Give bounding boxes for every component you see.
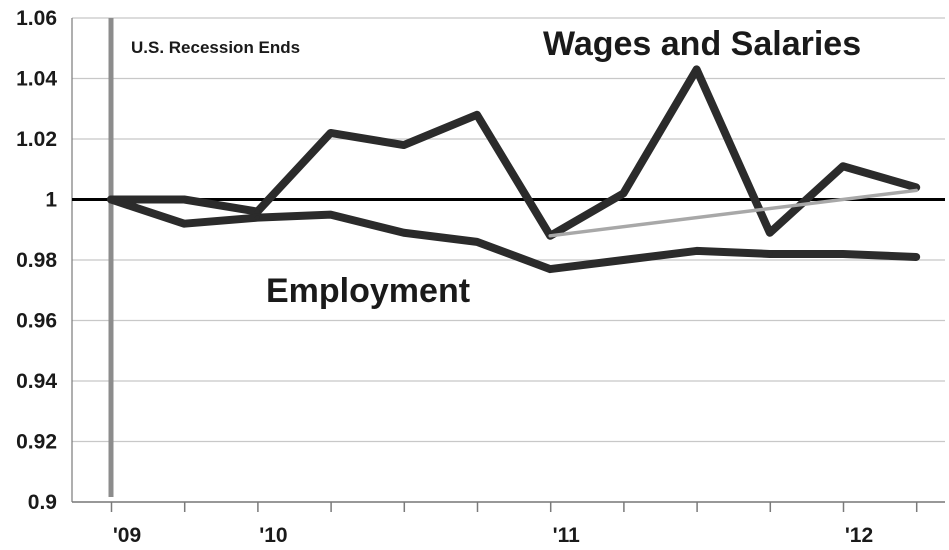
data-point (254, 209, 260, 215)
y-tick-label: 0.9 (28, 491, 57, 514)
data-point (840, 163, 846, 169)
x-axis: '09 '10 '11 '12 (72, 501, 945, 547)
series-line-employment (107, 195, 921, 274)
data-point (694, 66, 700, 72)
recession-annotation: U.S. Recession Ends (131, 38, 300, 57)
data-point (181, 197, 187, 202)
y-tick-label: 1.06 (16, 7, 57, 30)
series-label-employment: Employment (266, 272, 470, 310)
y-tick-label: 1.02 (16, 128, 57, 151)
y-axis-tick-labels: 0.9 0.92 0.94 0.96 0.98 1 1.02 1.04 1.06 (16, 7, 57, 514)
data-point (767, 251, 773, 257)
y-tick-label: 0.96 (16, 310, 57, 333)
y-tick-label: 1.04 (16, 68, 57, 91)
series-label-wages: Wages and Salaries (543, 25, 861, 63)
x-tick-label: '11 (553, 524, 581, 547)
data-point (401, 142, 407, 148)
series-line-wages-and-salaries (107, 65, 921, 240)
data-point (694, 248, 700, 254)
data-point (328, 212, 334, 218)
data-point (913, 184, 919, 190)
y-tick-label: 1 (45, 189, 57, 212)
data-point (474, 112, 480, 118)
data-point (620, 257, 626, 263)
trend-line (548, 188, 918, 238)
data-point (913, 254, 919, 260)
data-point (401, 230, 407, 236)
data-point (254, 215, 260, 221)
x-tick-label: '12 (845, 524, 873, 547)
series-lines (107, 65, 921, 274)
gridlines (71, 17, 945, 503)
data-point (547, 266, 553, 272)
y-tick-label: 0.94 (16, 370, 57, 393)
y-tick-label: 0.98 (16, 249, 57, 272)
data-point (840, 251, 846, 257)
data-point (474, 239, 480, 245)
data-point (767, 230, 773, 236)
data-point (108, 197, 114, 202)
data-point (181, 221, 187, 227)
x-tick-label: '09 (113, 524, 141, 547)
y-tick-label: 0.92 (16, 431, 57, 454)
data-point (328, 130, 334, 136)
x-tick-label: '10 (259, 524, 287, 547)
data-point (620, 190, 626, 196)
